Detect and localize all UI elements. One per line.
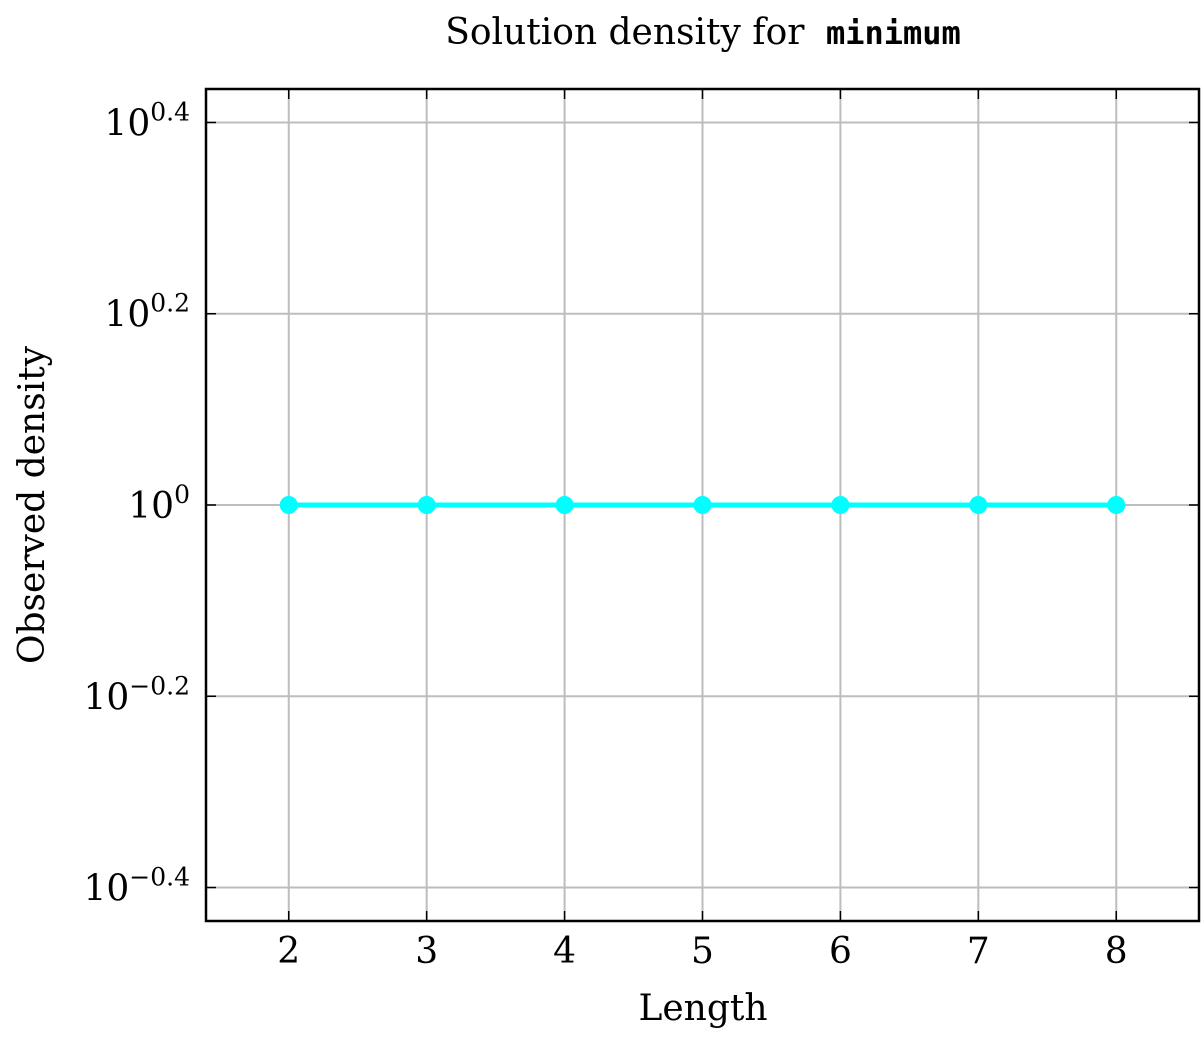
x-tick-label: 8 — [1105, 931, 1128, 972]
y-tick-labels: 100.4 100.2 100 10−0.2 10−0.4 — [83, 97, 190, 909]
chart-title: Solution density for minimum — [445, 12, 961, 53]
x-tick-label: 3 — [415, 931, 438, 972]
data-point — [279, 496, 298, 514]
y-tick-label: 100.2 — [104, 289, 190, 336]
x-axis-label: Length — [638, 988, 767, 1029]
x-tick-label: 4 — [553, 931, 576, 972]
data-point — [1107, 496, 1126, 514]
chart-title-text: Solution density for — [445, 12, 805, 53]
y-axis-label: Observed density — [12, 345, 53, 664]
chart-title-code: minimum — [826, 14, 961, 52]
data-point — [555, 496, 574, 514]
y-tick-label: 10−0.2 — [83, 671, 190, 718]
data-point — [417, 496, 436, 514]
x-tick-label: 2 — [277, 931, 300, 972]
x-tick-label: 5 — [691, 931, 714, 972]
y-tick-label: 10−0.4 — [83, 863, 190, 910]
data-point — [693, 496, 712, 514]
y-tick-label: 100.4 — [104, 97, 190, 144]
plot-frame — [204, 87, 1201, 923]
data-point — [969, 496, 988, 514]
x-tick-labels: 2 3 4 5 6 7 8 — [277, 931, 1127, 972]
series-layer — [279, 496, 1126, 514]
y-tick-label: 100 — [128, 480, 190, 527]
x-tick-label: 7 — [967, 931, 990, 972]
axis-ticks — [206, 89, 1199, 921]
data-point — [831, 496, 850, 514]
x-tick-label: 6 — [829, 931, 852, 972]
